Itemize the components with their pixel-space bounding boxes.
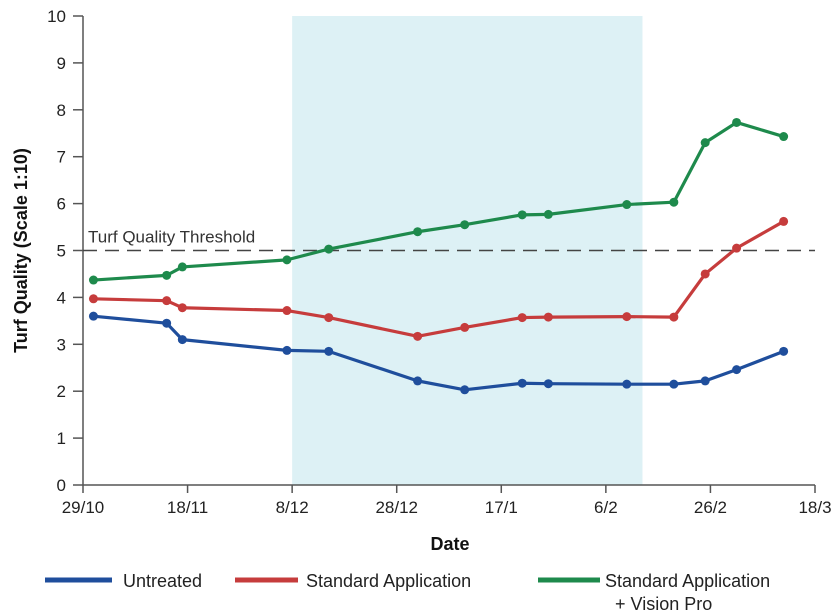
data-point <box>460 385 470 395</box>
data-point <box>88 311 98 321</box>
data-point <box>177 335 187 345</box>
y-tick-label: 5 <box>57 242 66 261</box>
data-point <box>669 379 679 389</box>
series-line-0 <box>91 314 786 392</box>
data-point <box>779 346 789 356</box>
y-tick-label: 3 <box>57 335 66 354</box>
data-point <box>282 255 292 265</box>
y-tick-label: 6 <box>57 195 66 214</box>
data-point <box>732 243 742 253</box>
data-point <box>282 306 292 316</box>
data-point <box>413 227 423 237</box>
data-point <box>622 200 632 210</box>
series-line-1 <box>91 219 786 338</box>
legend-label-standard-application: Standard Application <box>306 571 471 591</box>
x-axis-title: Date <box>430 534 469 554</box>
data-point <box>622 312 632 322</box>
series-layer <box>88 117 789 395</box>
data-point <box>543 379 553 389</box>
data-point <box>517 210 527 220</box>
x-tick-label: 18/11 <box>167 498 208 517</box>
y-tick-label: 8 <box>57 101 66 120</box>
legend-label-vision-pro-line2: + Vision Pro <box>615 594 712 613</box>
data-point <box>779 132 789 142</box>
data-point <box>669 197 679 207</box>
x-tick-label: 8/12 <box>276 498 309 517</box>
data-point <box>324 346 334 356</box>
y-tick-label: 0 <box>57 476 66 495</box>
data-point <box>324 244 334 254</box>
y-tick-label: 10 <box>47 7 66 26</box>
y-tick-label: 1 <box>57 429 66 448</box>
x-tick-label: 6/2 <box>594 498 618 517</box>
y-tick-label: 4 <box>57 288 66 307</box>
data-point <box>177 303 187 313</box>
data-point <box>732 365 742 375</box>
legend-label-untreated: Untreated <box>123 571 202 591</box>
data-point <box>543 312 553 322</box>
y-axis: 0 1 2 3 4 5 6 7 8 9 10 <box>47 7 84 495</box>
data-point <box>282 345 292 355</box>
x-tick-label: 29/10 <box>62 498 105 517</box>
data-point <box>517 378 527 388</box>
data-point <box>700 138 710 148</box>
series-line-2 <box>91 120 786 282</box>
data-point <box>413 331 423 341</box>
data-point <box>779 216 789 226</box>
y-axis-title: Turf Quality (Scale 1:10) <box>11 148 31 353</box>
data-point <box>460 220 470 230</box>
data-point <box>732 117 742 127</box>
x-tick-label: 18/3 <box>798 498 831 517</box>
data-point <box>413 376 423 386</box>
data-point <box>324 313 334 323</box>
data-point <box>517 313 527 323</box>
data-point <box>700 269 710 279</box>
legend-label-standard-application-vision-pro: Standard Application <box>605 571 770 591</box>
data-point <box>88 294 98 304</box>
data-point <box>162 318 172 328</box>
data-point <box>177 262 187 272</box>
x-tick-label: 26/2 <box>694 498 727 517</box>
data-point <box>669 312 679 322</box>
data-point <box>460 322 470 332</box>
x-tick-label: 28/12 <box>375 498 418 517</box>
y-tick-label: 9 <box>57 54 66 73</box>
data-point <box>162 296 172 306</box>
data-point <box>162 270 172 280</box>
data-point <box>88 275 98 285</box>
y-tick-label: 2 <box>57 382 66 401</box>
y-tick-label: 7 <box>57 148 66 167</box>
x-tick-label: 17/1 <box>485 498 518 517</box>
legend: Untreated Standard Application Standard … <box>45 571 770 613</box>
data-point <box>543 209 553 219</box>
data-point <box>700 376 710 386</box>
threshold-label: Turf Quality Threshold <box>88 228 255 247</box>
data-point <box>622 379 632 389</box>
x-axis: 29/10 18/11 8/12 28/12 17/1 6/2 26/2 18/3 <box>62 484 832 517</box>
